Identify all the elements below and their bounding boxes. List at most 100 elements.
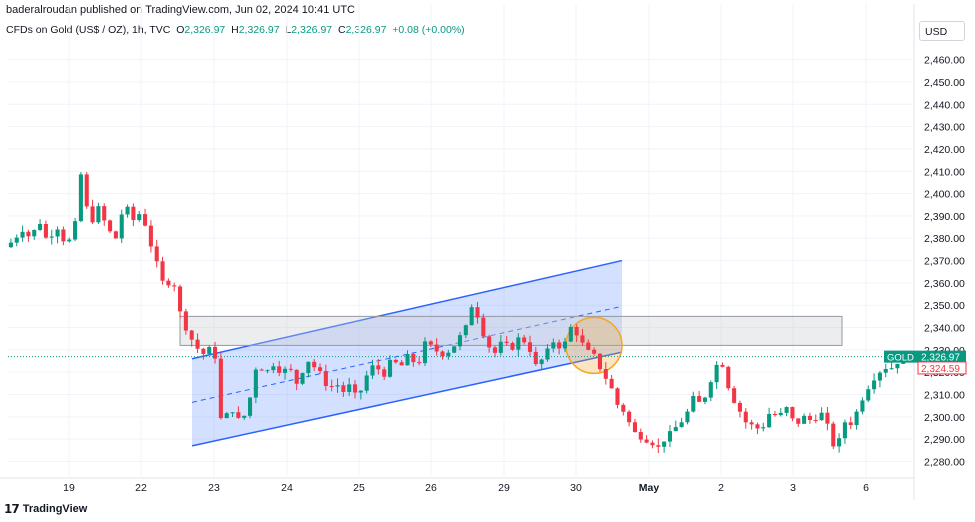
candle-body <box>253 369 258 398</box>
low-value: 2,326.97 <box>291 24 333 36</box>
candle-body <box>242 415 247 418</box>
candle-body <box>644 439 649 443</box>
candle-body <box>463 325 468 336</box>
candle-body <box>335 385 340 387</box>
y-tick-label: 2,340.00 <box>924 323 965 335</box>
candle-body <box>288 368 293 370</box>
candle-body <box>866 389 871 401</box>
candle-body <box>317 367 323 372</box>
candle-body <box>312 361 317 368</box>
candle-body <box>160 261 165 281</box>
candle-body <box>621 404 626 412</box>
candle-body <box>213 347 218 359</box>
candle-body <box>218 358 223 419</box>
change-value: +0.08 (+0.00%) <box>392 24 465 36</box>
candle-body <box>662 441 667 447</box>
candle-body <box>761 427 766 429</box>
candle-body <box>527 342 533 352</box>
candle-body <box>574 327 579 336</box>
candle-body <box>411 354 416 363</box>
candle-body <box>714 364 719 383</box>
candle-body <box>102 206 107 221</box>
candle-body <box>265 370 270 372</box>
y-tick-label: 2,350.00 <box>924 300 965 312</box>
candle-body <box>224 413 229 419</box>
candle-body <box>8 242 13 248</box>
candle-body <box>749 422 754 425</box>
candle-body <box>656 445 661 447</box>
candle-body <box>422 341 428 364</box>
candle-body <box>732 388 737 403</box>
candle-body <box>685 411 690 423</box>
candle-body <box>143 214 148 226</box>
candle-body <box>452 346 457 353</box>
candle-body <box>545 348 550 360</box>
candle-body <box>440 351 445 357</box>
candle-body <box>492 347 498 353</box>
candle-body <box>370 365 375 376</box>
candle-body <box>767 413 772 428</box>
x-tick-label: 24 <box>281 482 293 494</box>
candle-body <box>481 317 486 337</box>
candle-body <box>352 384 358 393</box>
candle-body <box>504 341 509 344</box>
x-tick-label: 29 <box>498 482 510 494</box>
channel-upper-line <box>191 259 623 360</box>
candle-body <box>772 413 777 416</box>
price-badges: GOLD 2,326.972,324.59 <box>8 350 967 375</box>
candle-body <box>125 206 130 215</box>
candle-body <box>638 432 643 440</box>
bid-badge-value: 2,324.59 <box>921 364 960 375</box>
candle-body <box>679 422 684 428</box>
candle-body <box>382 369 387 377</box>
candle-body <box>393 359 398 363</box>
candle-body <box>148 225 153 247</box>
x-tick-label: 6 <box>863 482 869 494</box>
brand-label: TradingView <box>22 503 88 515</box>
candle-body <box>73 221 78 240</box>
x-tick-label: 25 <box>353 482 365 494</box>
high-label: H <box>231 24 239 36</box>
y-tick-label: 2,380.00 <box>924 233 965 245</box>
y-tick-label: 2,280.00 <box>924 456 965 468</box>
candle-body <box>737 402 742 412</box>
candle-body <box>183 311 188 331</box>
x-axis[interactable]: 19 22 23 24 25 26 29 30 May 2 3 6 <box>0 477 914 494</box>
candle-body <box>522 337 527 343</box>
candle-body <box>294 369 299 384</box>
symbol-badge-value-bg <box>918 350 966 363</box>
candle-body <box>883 368 888 373</box>
open-label: O <box>176 24 185 36</box>
candle-body <box>38 223 43 230</box>
candle-body <box>592 349 597 354</box>
candle-body <box>347 384 352 392</box>
x-tick-label: 2 <box>718 482 724 494</box>
tradingview-brand[interactable]: 𝟭𝟳 TradingView <box>4 502 87 516</box>
candle-body <box>300 373 305 384</box>
candle-body <box>755 424 760 429</box>
candle-body <box>78 174 83 222</box>
candle-body <box>510 343 515 350</box>
y-axis[interactable]: 2,280.002,290.002,300.002,310.002,320.00… <box>913 4 965 500</box>
currency-selector[interactable]: USD <box>919 21 965 41</box>
candle-body <box>469 307 474 326</box>
candle-body <box>96 206 101 223</box>
candle-body <box>784 407 789 413</box>
y-tick-label: 2,370.00 <box>924 256 965 268</box>
candle-body <box>166 280 171 286</box>
candle-body <box>650 442 655 446</box>
candle-body <box>603 369 608 379</box>
candle-body <box>323 371 328 387</box>
candle-body <box>428 341 433 345</box>
y-tick-label: 2,450.00 <box>924 77 965 89</box>
symbol-name: CFDs on Gold (US$ / OZ), 1h, TVC <box>6 24 171 36</box>
candle-body <box>743 411 748 423</box>
candle-body <box>726 366 731 389</box>
candle-body <box>551 342 556 349</box>
candle-body <box>90 206 95 223</box>
candle-body <box>516 337 521 350</box>
candle-body <box>306 361 311 374</box>
x-tick-label: 3 <box>790 482 796 494</box>
candle-body <box>113 231 118 239</box>
